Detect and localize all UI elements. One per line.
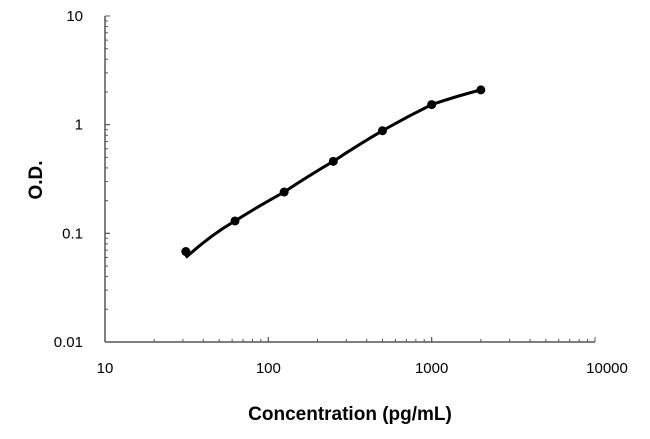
x-tick-label: 100 bbox=[256, 360, 281, 377]
x-tick-label: 10000 bbox=[586, 360, 628, 377]
data-point bbox=[230, 216, 240, 226]
x-axis-label: Concentration (pg/mL) bbox=[248, 404, 452, 425]
data-point bbox=[279, 187, 289, 197]
y-tick-label: 10 bbox=[66, 8, 83, 25]
data-point bbox=[377, 126, 387, 136]
data-point bbox=[427, 100, 437, 110]
x-tick-label: 10 bbox=[97, 360, 114, 377]
data-point bbox=[328, 156, 338, 166]
curve-line bbox=[184, 88, 482, 259]
y-tick-label: 0.01 bbox=[54, 334, 83, 351]
y-tick-label: 1 bbox=[75, 117, 83, 134]
y-tick-label: 0.1 bbox=[62, 225, 83, 242]
data-point bbox=[476, 85, 486, 95]
y-axis-label: O.D. bbox=[26, 160, 47, 199]
x-tick-label: 1000 bbox=[415, 360, 448, 377]
data-point bbox=[181, 247, 191, 257]
